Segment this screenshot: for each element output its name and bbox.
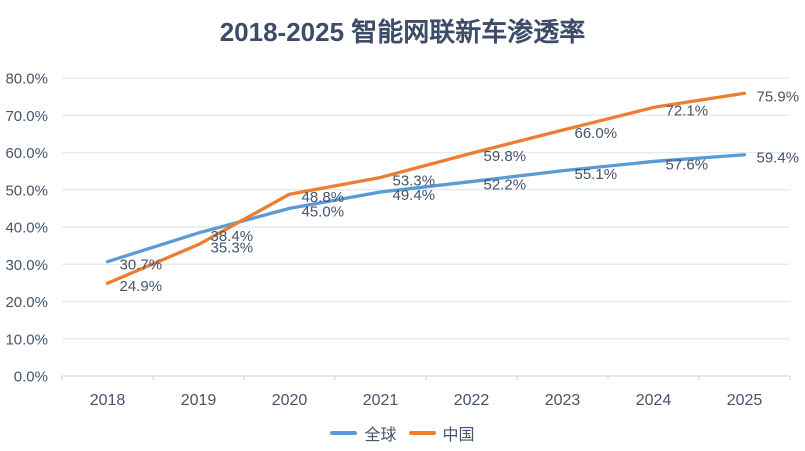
data-label: 75.9% bbox=[757, 88, 800, 105]
series-line-1 bbox=[105, 91, 747, 285]
x-tick-label: 2022 bbox=[454, 392, 490, 409]
legend-line-swatch bbox=[408, 431, 436, 435]
data-label: 59.8% bbox=[484, 148, 527, 165]
y-tick-label: 30.0% bbox=[5, 257, 48, 274]
x-tick-label: 2024 bbox=[636, 392, 672, 409]
data-label: 45.0% bbox=[302, 203, 345, 220]
data-label: 53.3% bbox=[393, 172, 436, 189]
y-tick-label: 20.0% bbox=[5, 294, 48, 311]
x-tick-label: 2018 bbox=[90, 392, 126, 409]
data-label: 66.0% bbox=[575, 125, 618, 142]
data-label: 38.4% bbox=[211, 228, 254, 245]
data-label: 55.1% bbox=[575, 166, 618, 183]
data-label: 30.7% bbox=[120, 257, 163, 274]
chart-legend: 全球 中国 bbox=[0, 421, 805, 445]
chart-title: 2018-2025 智能网联新车渗透率 bbox=[219, 17, 586, 47]
data-label: 59.4% bbox=[757, 150, 800, 167]
legend-label: 中国 bbox=[442, 427, 475, 444]
y-tick-label: 80.0% bbox=[5, 71, 48, 88]
data-label: 72.1% bbox=[666, 102, 709, 119]
data-label: 57.6% bbox=[666, 156, 709, 173]
legend-item-1: 中国 bbox=[408, 421, 475, 445]
series-line-0 bbox=[105, 153, 747, 264]
data-label: 35.3% bbox=[211, 240, 254, 257]
x-tick-label: 2020 bbox=[272, 392, 308, 409]
x-tick-label: 2025 bbox=[727, 392, 763, 409]
data-label: 52.2% bbox=[484, 177, 527, 194]
x-tick-label: 2023 bbox=[545, 392, 581, 409]
data-label: 48.8% bbox=[302, 189, 345, 206]
legend-item-0: 全球 bbox=[330, 421, 397, 445]
y-tick-label: 40.0% bbox=[5, 220, 48, 237]
y-tick-label: 10.0% bbox=[5, 331, 48, 348]
legend-label: 全球 bbox=[364, 427, 397, 444]
y-tick-label: 0.0% bbox=[14, 369, 48, 386]
x-tick-label: 2019 bbox=[181, 392, 217, 409]
y-tick-label: 50.0% bbox=[5, 182, 48, 199]
y-tick-label: 70.0% bbox=[5, 108, 48, 125]
legend-line-swatch bbox=[330, 431, 358, 435]
data-label: 49.4% bbox=[393, 187, 436, 204]
y-tick-label: 60.0% bbox=[5, 145, 48, 162]
x-tick-label: 2021 bbox=[363, 392, 399, 409]
data-label: 24.9% bbox=[120, 278, 163, 295]
